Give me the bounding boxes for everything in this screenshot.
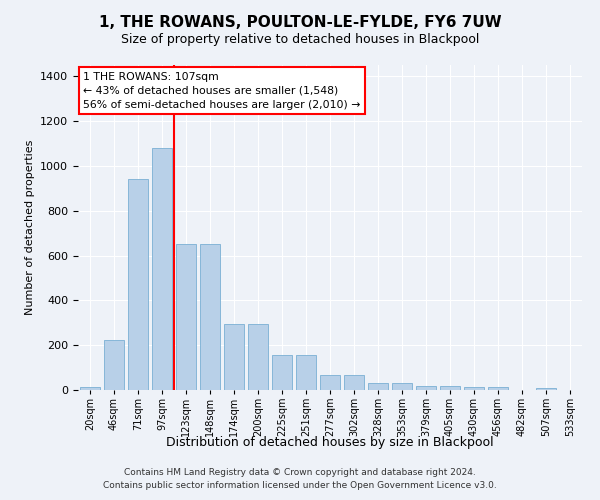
Bar [464, 387, 484, 390]
Text: Contains public sector information licensed under the Open Government Licence v3: Contains public sector information licen… [103, 480, 497, 490]
Text: Contains HM Land Registry data © Crown copyright and database right 2024.: Contains HM Land Registry data © Crown c… [124, 468, 476, 477]
Text: Distribution of detached houses by size in Blackpool: Distribution of detached houses by size … [166, 436, 494, 449]
Bar [440, 386, 460, 390]
Bar [128, 180, 148, 390]
Bar [200, 244, 220, 390]
Bar [248, 324, 268, 390]
Bar [368, 384, 388, 390]
Text: 1, THE ROWANS, POULTON-LE-FYLDE, FY6 7UW: 1, THE ROWANS, POULTON-LE-FYLDE, FY6 7UW [98, 15, 502, 30]
Bar [272, 356, 292, 390]
Bar [344, 376, 364, 390]
Bar [416, 386, 436, 390]
Bar [320, 376, 340, 390]
Bar [536, 388, 556, 390]
Text: 1 THE ROWANS: 107sqm
← 43% of detached houses are smaller (1,548)
56% of semi-de: 1 THE ROWANS: 107sqm ← 43% of detached h… [83, 72, 361, 110]
Bar [488, 387, 508, 390]
Bar [224, 324, 244, 390]
Bar [392, 384, 412, 390]
Y-axis label: Number of detached properties: Number of detached properties [25, 140, 35, 315]
Bar [104, 340, 124, 390]
Bar [296, 356, 316, 390]
Bar [152, 148, 172, 390]
Bar [80, 386, 100, 390]
Text: Size of property relative to detached houses in Blackpool: Size of property relative to detached ho… [121, 34, 479, 46]
Bar [176, 244, 196, 390]
